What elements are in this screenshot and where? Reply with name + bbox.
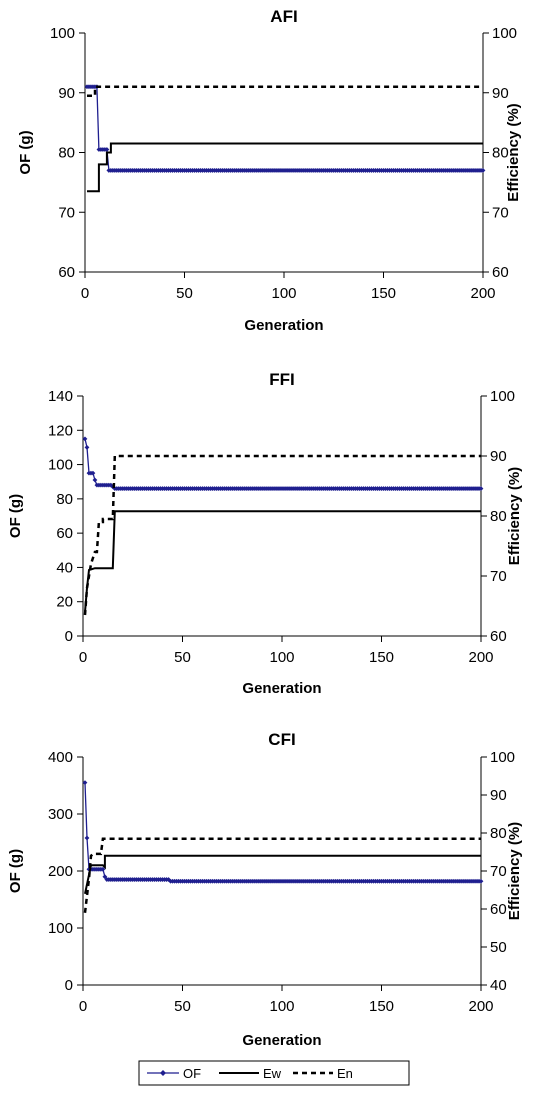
chart-afi: AFI 60 70 80 90 100 60 70 80 90 100 0 50 100 150 200 Gen… [17, 7, 522, 334]
data-point [92, 477, 98, 483]
y2-tick-label: 80 [490, 825, 507, 842]
y-tick-label: 140 [48, 388, 73, 405]
y-tick-label: 100 [50, 25, 75, 42]
y-tick-label: 60 [56, 525, 73, 542]
y-tick-label: 90 [58, 85, 75, 102]
legend: OF Ew En [138, 1060, 410, 1086]
series-of-markers [82, 436, 484, 491]
x-tick-label: 150 [371, 285, 396, 302]
data-point [84, 445, 90, 450]
data-point [478, 878, 484, 884]
y-tick-label: 80 [58, 145, 75, 162]
data-point [478, 486, 484, 491]
data-point [104, 147, 110, 152]
y2-axis-title: Efficiency (%) [505, 103, 522, 201]
x-tick-label: 100 [269, 649, 294, 666]
chart-title: CFI [268, 730, 295, 749]
series-of-markers [84, 84, 486, 173]
series-ew-line [84, 510, 481, 613]
data-point [480, 168, 486, 173]
y2-tick-label: 90 [490, 787, 507, 804]
legend-en-label: En [337, 1066, 353, 1081]
series-en-line [83, 454, 481, 616]
y-tick-label: 100 [48, 457, 73, 474]
y2-tick-label: 40 [490, 977, 507, 994]
x-tick-label: 200 [468, 649, 493, 666]
x-tick-label: 200 [468, 998, 493, 1015]
series-ew-line [87, 142, 483, 193]
y2-tick-label: 60 [492, 264, 509, 281]
x-tick-label: 0 [79, 649, 87, 666]
y-tick-label: 300 [48, 806, 73, 823]
y2-tick-label: 50 [490, 939, 507, 956]
data-point [82, 780, 88, 786]
y-axis-title: OF (g) [7, 494, 24, 538]
y2-tick-label: 60 [490, 901, 507, 918]
data-point [100, 866, 106, 872]
y-tick-label: 0 [65, 628, 73, 645]
legend-of-label: OF [183, 1066, 201, 1081]
x-tick-label: 100 [271, 285, 296, 302]
y2-tick-label: 90 [492, 85, 509, 102]
x-tick-label: 100 [269, 998, 294, 1015]
y-tick-label: 100 [48, 920, 73, 937]
data-point [82, 436, 88, 442]
series-of-line [84, 782, 481, 882]
x-tick-label: 0 [79, 998, 87, 1015]
y2-axis-title: Efficiency (%) [506, 467, 523, 565]
y-tick-label: 80 [56, 491, 73, 508]
x-axis-title: Generation [244, 317, 323, 334]
y-tick-label: 40 [56, 559, 73, 576]
series-of-line [87, 86, 483, 172]
y2-tick-label: 80 [492, 145, 509, 162]
x-tick-label: 50 [176, 285, 193, 302]
legend-ew-label: Ew [263, 1066, 282, 1081]
x-axis-title: Generation [242, 680, 321, 697]
x-tick-label: 200 [470, 285, 495, 302]
y-tick-label: 400 [48, 749, 73, 766]
y-tick-label: 60 [58, 264, 75, 281]
y2-tick-label: 60 [490, 628, 507, 645]
x-tick-label: 50 [174, 649, 191, 666]
y2-tick-label: 100 [492, 25, 517, 42]
legend-of-marker [160, 1070, 166, 1076]
chart-ffi: FFI 0 20 40 60 80 100 120 140 60 70 80 90 100 0 50 100 15… [7, 370, 523, 697]
y-tick-label: 120 [48, 422, 73, 439]
x-tick-label: 150 [369, 998, 394, 1015]
x-axis-title: Generation [242, 1032, 321, 1049]
y2-tick-label: 100 [490, 749, 515, 766]
data-point [102, 874, 108, 880]
y-tick-label: 0 [65, 977, 73, 994]
chart-title: AFI [270, 7, 297, 26]
y2-tick-label: 80 [490, 508, 507, 525]
x-tick-label: 0 [81, 285, 89, 302]
data-point [84, 835, 90, 841]
x-tick-label: 50 [174, 998, 191, 1015]
y2-tick-label: 70 [492, 204, 509, 221]
series-ew-line [84, 854, 481, 895]
y2-tick-label: 70 [490, 568, 507, 585]
legend-box [138, 1060, 410, 1086]
y2-axis-title: Efficiency (%) [506, 822, 523, 920]
y-axis-title: OF (g) [7, 849, 24, 893]
series-of-line [84, 438, 481, 490]
y2-tick-label: 100 [490, 388, 515, 405]
y-tick-label: 70 [58, 204, 75, 221]
y-axis-title: OF (g) [17, 130, 34, 174]
y-tick-label: 20 [56, 594, 73, 611]
series-of-markers [82, 780, 484, 884]
chart-cfi: CFI 0 100 200 300 400 40 50 60 70 80 90 100 0 50 100 150… [7, 730, 523, 1049]
series-en-line [87, 85, 483, 97]
y-tick-label: 200 [48, 863, 73, 880]
chart-title: FFI [269, 370, 295, 389]
y2-tick-label: 90 [490, 448, 507, 465]
y2-tick-label: 70 [490, 863, 507, 880]
data-point [90, 470, 96, 476]
series-en-line [83, 837, 481, 913]
x-tick-label: 150 [369, 649, 394, 666]
